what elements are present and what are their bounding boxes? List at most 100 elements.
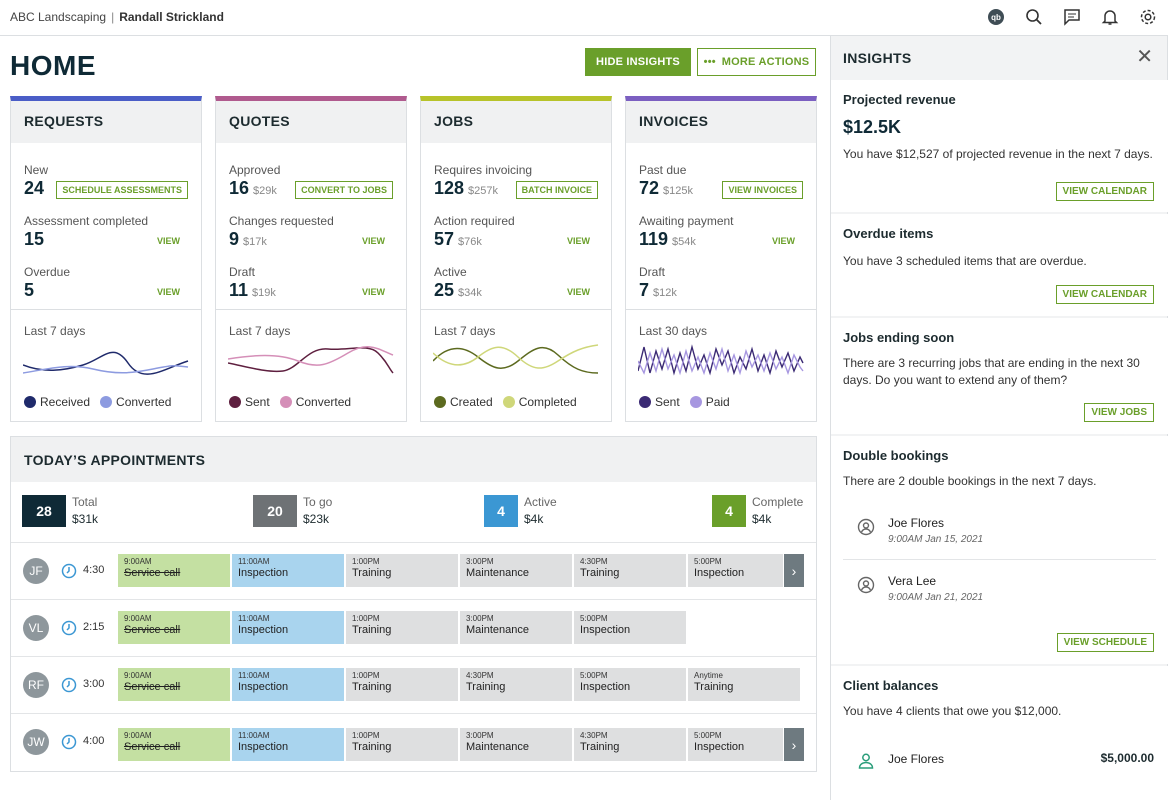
- visit-time: 11:00AM: [238, 557, 270, 566]
- visit-block[interactable]: 11:00AM Inspection: [232, 668, 344, 701]
- visit-block[interactable]: 9:00AM Service call: [118, 668, 230, 701]
- visit-block[interactable]: 9:00AM Service call: [118, 554, 230, 587]
- visit-block[interactable]: 1:00PM Training: [346, 611, 458, 644]
- visit-block[interactable]: 5:00PM Inspection: [688, 728, 783, 761]
- visit-time: 1:00PM: [352, 557, 380, 566]
- view-calendar-button[interactable]: VIEW CALENDAR: [1055, 182, 1154, 201]
- visit-block[interactable]: 11:00AM Inspection: [232, 611, 344, 644]
- divider: [216, 309, 406, 310]
- stat-total[interactable]: 28 Total $31k: [22, 494, 98, 528]
- view-calendar-button[interactable]: VIEW CALENDAR: [1055, 285, 1154, 304]
- insight-text: You have 3 scheduled items that are over…: [843, 254, 1087, 268]
- visit-block[interactable]: 5:00PM Inspection: [574, 668, 686, 701]
- stat-to-go[interactable]: 20 To go $23k: [253, 494, 332, 528]
- more-actions-button[interactable]: ••• MORE ACTIONS: [697, 48, 816, 76]
- view-link[interactable]: VIEW: [156, 287, 180, 297]
- visit-block[interactable]: 9:00AM Service call: [118, 728, 230, 761]
- quickbooks-icon[interactable]: qb: [986, 7, 1006, 27]
- search-icon[interactable]: [1024, 7, 1044, 27]
- stat-active[interactable]: 4 Active $4k: [484, 494, 557, 528]
- booking-person[interactable]: Joe Flores 9:00AM Jan 15, 2021: [843, 504, 1156, 560]
- stat-count: 28: [22, 495, 66, 527]
- card-title: REQUESTS: [11, 101, 201, 143]
- visit-time: 11:00AM: [238, 614, 270, 623]
- visit-time: 11:00AM: [238, 731, 270, 740]
- row-label: Awaiting payment: [639, 214, 734, 228]
- insight-text: You have 4 clients that owe you $12,000.: [843, 704, 1062, 718]
- visit-block[interactable]: Anytime Training: [688, 668, 800, 701]
- visit-block[interactable]: 1:00PM Training: [346, 728, 458, 761]
- chart-period: Last 7 days: [229, 324, 291, 338]
- batch-invoice-button[interactable]: BATCH INVOICE: [515, 181, 598, 199]
- visit-block[interactable]: 1:00PM Training: [346, 668, 458, 701]
- jobs-ending-card: Jobs ending soon There are 3 recurring j…: [831, 318, 1168, 434]
- booking-person[interactable]: Vera Lee 9:00AM Jan 21, 2021: [843, 562, 1156, 618]
- visit-block[interactable]: 11:00AM Inspection: [232, 728, 344, 761]
- visit-block[interactable]: 3:00PM Maintenance: [460, 611, 572, 644]
- view-jobs-button[interactable]: VIEW JOBS: [1084, 403, 1154, 422]
- chevron-right-icon[interactable]: ›: [784, 554, 804, 587]
- stat-label: Total: [72, 495, 98, 509]
- visit-block[interactable]: 5:00PM Inspection: [688, 554, 783, 587]
- stat-amount: $23k: [303, 512, 330, 526]
- row-count: 25: [434, 280, 455, 300]
- row-amount: $34k: [458, 287, 482, 299]
- insight-text: There are 2 double bookings in the next …: [843, 474, 1097, 488]
- visit-name: Training: [694, 681, 734, 693]
- view-link[interactable]: VIEW: [361, 287, 385, 297]
- row-amount: $19k: [252, 287, 276, 299]
- view-link[interactable]: VIEW: [566, 287, 590, 297]
- chart-period: Last 30 days: [639, 324, 708, 338]
- avatar[interactable]: JW: [23, 729, 49, 755]
- user-name[interactable]: Randall Strickland: [119, 10, 224, 24]
- insight-title: Projected revenue: [843, 92, 956, 107]
- insight-title: Overdue items: [843, 226, 934, 241]
- schedule-assessments-button[interactable]: SCHEDULE ASSESSMENTS: [56, 181, 188, 199]
- duration: 3:00: [83, 678, 105, 690]
- chart-legend: Received Converted: [24, 395, 171, 409]
- avatar[interactable]: JF: [23, 558, 49, 584]
- visit-block[interactable]: 4:30PM Training: [460, 668, 572, 701]
- visit-block[interactable]: 3:00PM Maintenance: [460, 554, 572, 587]
- bell-icon[interactable]: [1100, 7, 1120, 27]
- visit-block[interactable]: 3:00PM Maintenance: [460, 728, 572, 761]
- insights-panel: INSIGHTS ✕ Projected revenue $12.5K You …: [830, 36, 1168, 800]
- chevron-right-icon[interactable]: ›: [784, 728, 804, 761]
- view-link[interactable]: VIEW: [771, 236, 795, 246]
- view-link[interactable]: VIEW: [156, 236, 180, 246]
- chat-icon[interactable]: [1062, 7, 1082, 27]
- avatar[interactable]: VL: [23, 615, 49, 641]
- avatar[interactable]: RF: [23, 672, 49, 698]
- view-link[interactable]: VIEW: [566, 236, 590, 246]
- chart-period: Last 7 days: [434, 324, 496, 338]
- visit-time: 5:00PM: [580, 671, 608, 680]
- row-number: 16 $29k: [229, 178, 393, 199]
- visit-block[interactable]: 4:30PM Training: [574, 554, 686, 587]
- row-count: 7: [639, 280, 650, 300]
- visit-block[interactable]: 1:00PM Training: [346, 554, 458, 587]
- row-number: 11 $19k: [229, 280, 393, 301]
- stat-complete[interactable]: 4 Complete $4k: [712, 494, 803, 528]
- view-link[interactable]: VIEW: [361, 236, 385, 246]
- gear-icon[interactable]: [1138, 7, 1158, 27]
- visit-block[interactable]: 9:00AM Service call: [118, 611, 230, 644]
- legend-dot: [100, 396, 113, 408]
- visit-block[interactable]: 5:00PM Inspection: [574, 611, 686, 644]
- legend-dot: [639, 396, 651, 408]
- stat-count: 20: [253, 495, 297, 527]
- visit-name: Service call: [124, 681, 181, 693]
- close-icon[interactable]: ✕: [1136, 46, 1153, 68]
- visit-block[interactable]: 4:30PM Training: [574, 728, 686, 761]
- card-row: Changes requested 9 $17k VIEW: [229, 214, 393, 250]
- quotes-sparkline: [228, 346, 394, 374]
- card-row: Action required 57 $76k VIEW: [434, 214, 598, 250]
- row-count: 119: [639, 229, 669, 249]
- client-row[interactable]: Joe Flores $5,000.00: [843, 742, 1156, 782]
- view-invoices-button[interactable]: VIEW INVOICES: [722, 181, 803, 199]
- visit-block[interactable]: 11:00AM Inspection: [232, 554, 344, 587]
- row-label: Overdue: [24, 265, 71, 279]
- clock-icon: [61, 677, 77, 693]
- view-schedule-button[interactable]: VIEW SCHEDULE: [1056, 633, 1154, 652]
- convert-to-jobs-button[interactable]: CONVERT TO JOBS: [295, 181, 393, 199]
- hide-insights-button[interactable]: HIDE INSIGHTS: [585, 48, 691, 76]
